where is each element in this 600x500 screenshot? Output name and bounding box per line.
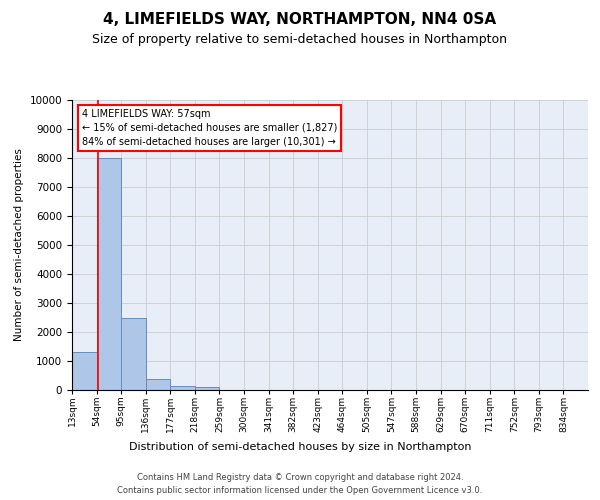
Y-axis label: Number of semi-detached properties: Number of semi-detached properties	[14, 148, 24, 342]
Bar	[121, 318, 146, 390]
Bar	[97, 158, 121, 390]
Text: Contains HM Land Registry data © Crown copyright and database right 2024.: Contains HM Land Registry data © Crown c…	[137, 472, 463, 482]
Bar	[146, 379, 170, 390]
Text: Contains public sector information licensed under the Open Government Licence v3: Contains public sector information licen…	[118, 486, 482, 495]
Bar	[170, 386, 195, 390]
Text: 4 LIMEFIELDS WAY: 57sqm
← 15% of semi-detached houses are smaller (1,827)
84% of: 4 LIMEFIELDS WAY: 57sqm ← 15% of semi-de…	[82, 108, 338, 146]
Bar	[195, 387, 220, 390]
Text: Distribution of semi-detached houses by size in Northampton: Distribution of semi-detached houses by …	[129, 442, 471, 452]
Bar	[72, 352, 97, 390]
Text: Size of property relative to semi-detached houses in Northampton: Size of property relative to semi-detach…	[92, 32, 508, 46]
Text: 4, LIMEFIELDS WAY, NORTHAMPTON, NN4 0SA: 4, LIMEFIELDS WAY, NORTHAMPTON, NN4 0SA	[103, 12, 497, 28]
